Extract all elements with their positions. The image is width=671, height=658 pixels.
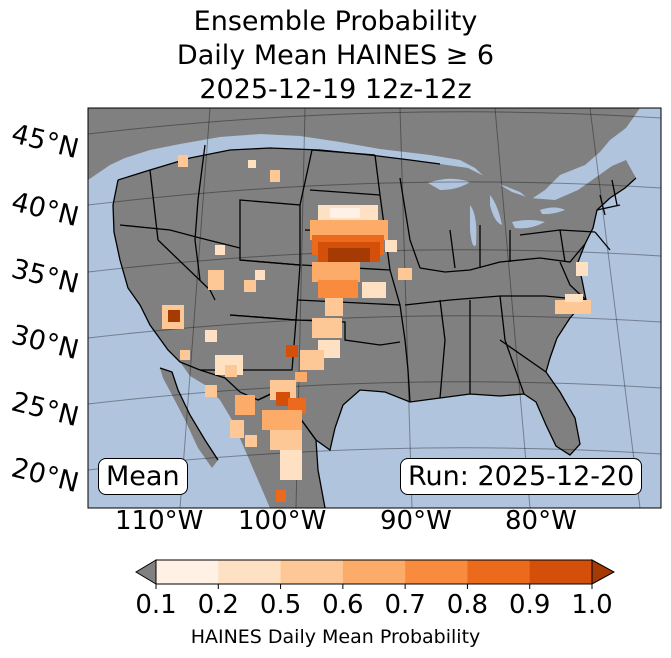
lon-label-100w: 100°W bbox=[238, 506, 327, 536]
colorbar-tick-label: 0.7 bbox=[384, 590, 426, 620]
colorbar-tick-label: 0.5 bbox=[259, 590, 302, 620]
meridian-110w bbox=[179, 108, 211, 508]
colorbar-tick-label: 0.6 bbox=[322, 590, 364, 620]
lon-label-90w: 90°W bbox=[380, 506, 452, 536]
meridian-90w bbox=[399, 108, 413, 508]
map-area bbox=[88, 108, 661, 508]
run-label-box: Run: 2025-12-20 bbox=[400, 458, 643, 495]
usa-land bbox=[113, 148, 636, 455]
parallel-25n bbox=[88, 381, 661, 405]
state-borders bbox=[112, 144, 637, 456]
meridian-80w bbox=[494, 108, 531, 508]
map-frame bbox=[87, 107, 662, 509]
great-lakes bbox=[428, 178, 565, 246]
colorbar-bin-0 bbox=[156, 560, 219, 584]
colorbar-bin-4 bbox=[405, 560, 468, 584]
canada-land bbox=[88, 108, 640, 200]
lon-label-110w: 110°W bbox=[115, 506, 204, 536]
title-line-2: Daily Mean HAINES ≥ 6 bbox=[176, 40, 495, 71]
title-line-1: Ensemble Probability bbox=[193, 6, 478, 37]
colorbar bbox=[135, 559, 616, 589]
colorbar-tick-label: 0.9 bbox=[509, 590, 551, 620]
parallel-45n bbox=[88, 111, 661, 135]
title-line-3: 2025-12-19 12z-12z bbox=[199, 74, 472, 105]
colorbar-tick-label: 0.1 bbox=[135, 590, 177, 620]
colorbar-bin-5 bbox=[467, 560, 531, 584]
colorbar-tick-label: 0.8 bbox=[446, 590, 489, 620]
baja-land bbox=[160, 368, 218, 468]
colorbar-bin-6 bbox=[529, 560, 593, 584]
parallel-30n bbox=[88, 315, 661, 339]
colorbar-label: HAINES Daily Mean Probability bbox=[190, 626, 481, 648]
colorbar-tick-label: 0.2 bbox=[197, 590, 239, 620]
probability-patches bbox=[162, 155, 591, 502]
lon-label-80w: 80°W bbox=[505, 506, 577, 536]
meridian-70w bbox=[589, 108, 641, 508]
colorbar-over-triangle bbox=[591, 559, 616, 585]
colorbar-outline bbox=[155, 559, 593, 585]
colorbar-bin-2 bbox=[280, 560, 344, 584]
parallel-40n bbox=[88, 181, 661, 206]
colorbar-under-triangle bbox=[135, 559, 157, 585]
stat-label-box: Mean bbox=[98, 458, 188, 495]
colorbar-tick-label: 1.0 bbox=[571, 590, 613, 620]
colorbar-bin-3 bbox=[342, 560, 406, 584]
colorbar-bin-1 bbox=[218, 560, 282, 584]
